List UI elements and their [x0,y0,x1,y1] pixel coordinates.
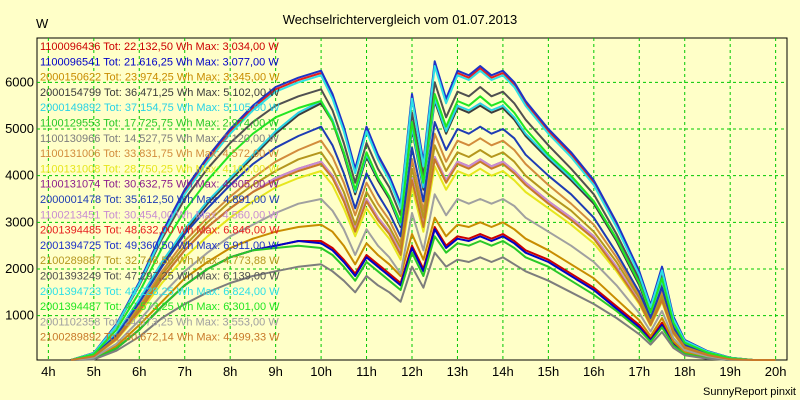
series-line-17 [70,93,776,361]
series-line-10 [70,121,776,361]
legend-entry: 1100131074 Tot: 30.632,75 Wh Max: 4.605,… [40,179,279,191]
y-tick-label: 4000 [5,168,34,183]
x-tick-label: 20h [765,364,787,379]
legend: 1100096436 Tot: 22.132,50 Wh Max: 3.034,… [40,41,280,344]
series-line-2 [70,216,776,361]
x-tick-label: 5h [87,364,101,379]
legend-entry: 1100096436 Tot: 22.132,50 Wh Max: 3.034,… [40,41,279,53]
legend-entry: 1100096541 Tot: 21.616,25 Wh Max: 3.077,… [40,56,279,68]
x-tick-label: 17h [628,364,650,379]
y-tick-label: 5000 [5,121,34,136]
series-line-6 [71,251,776,361]
series-line-16 [70,65,776,361]
x-tick-label: 15h [538,364,560,379]
x-tick-label: 4h [41,364,55,379]
x-tick-label: 6h [132,364,146,379]
legend-entry: 1100131006 Tot: 33.831,75 Wh Max: 4.572,… [40,148,279,160]
y-tick-label: 6000 [5,74,34,89]
x-tick-label: 16h [583,364,605,379]
legend-entry: 2001394487 Tot: 42.573,25 Wh Max: 6.301,… [40,301,280,313]
y-axis-unit: W [36,16,49,31]
legend-entry: 2000001478 Tot: 35.612,50 Wh Max: 4.891,… [40,194,280,206]
legend-entry: 2000154799 Tot: 36.471,25 Wh Max: 5.102,… [40,87,280,99]
x-tick-label: 13h [447,364,469,379]
legend-entry: 1100213451 Tot: 30.454,00 Wh Max: 4.560,… [40,209,279,221]
legend-entry: 1100131008 Tot: 28.750,25 Wh Max: 4.100,… [40,163,279,175]
x-tick-label: 14h [492,364,514,379]
legend-entry: 2000149892 Tot: 37.154,75 Wh Max: 5.105,… [40,102,280,114]
legend-entry: 2000150622 Tot: 23.974,25 Wh Max: 3.345,… [40,72,280,84]
y-tick-label: 3000 [5,214,34,229]
series-lines [70,60,776,361]
x-tick-label: 11h [356,364,377,379]
legend-entry: 1100129553 Tot: 17.725,75 Wh Max: 2.974,… [40,118,279,130]
series-line-18 [70,193,776,361]
legend-entry: 2001102358 Tot: 24.673,25 Wh Max: 3.553,… [40,316,279,328]
x-tick-label: 7h [177,364,191,379]
legend-entry: 2001393249 Tot: 47.297,25 Wh Max: 6.139,… [40,271,280,283]
legend-entry: 2001394723 Tot: 48.228,25 Wh Max: 6.824,… [40,286,280,298]
x-tick-label: 9h [268,364,282,379]
legend-entry: 2100289892 Tot: 30.672,14 Wh Max: 4.499,… [40,332,280,344]
x-tick-label: 12h [401,364,423,379]
y-tick-label: 2000 [5,261,34,276]
x-tick-label: 8h [223,364,237,379]
x-tick-labels: 4h 5h 6h 7h 8h 9h 10h 11h 12h 13h 14h 15h 16h 17h 18h 1… [41,364,786,379]
y-tick-labels: 1000 2000 3000 4000 5000 6000 [5,74,34,322]
series-line-5 [71,235,776,361]
chart-title: Wechselrichtervergleich vom 01.07.2013 [283,12,518,27]
credit-label: SunnyReport pinxit [703,386,796,398]
legend-entry: 2001394485 Tot: 48.632,00 Wh Max: 6.846,… [40,225,280,237]
series-line-14 [70,144,776,361]
y-tick-label: 1000 [5,308,34,323]
x-tick-label: 18h [674,364,696,379]
series-line-19 [70,158,776,361]
x-tick-label: 10h [310,364,332,379]
legend-entry: 2100289887 Tot: 32.748,50 Wh Max: 4.773,… [40,255,280,267]
legend-entry: 1100130966 Tot: 14.527,75 Wh Max: 2.120,… [40,133,279,145]
legend-entry: 2001394725 Tot: 49.360,50 Wh Max: 6.911,… [40,240,279,252]
x-tick-label: 19h [719,364,741,379]
